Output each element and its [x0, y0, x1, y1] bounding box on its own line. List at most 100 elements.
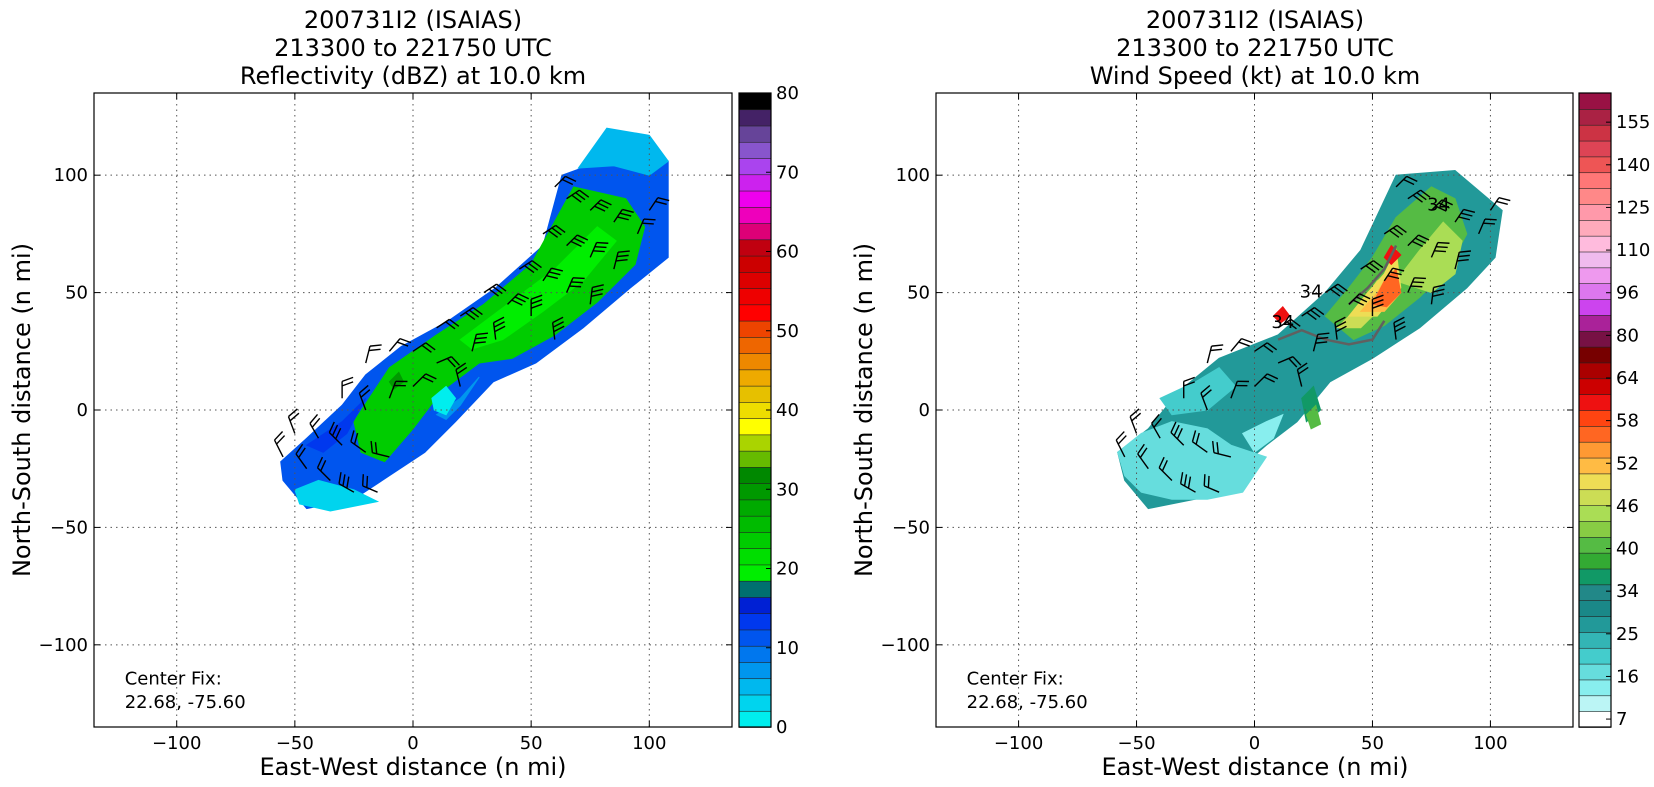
- wind-speed-colorbar-segment: [1578, 251, 1612, 269]
- reflectivity-wind-barb: [388, 380, 408, 399]
- wind-speed-wind-barb: [1296, 362, 1309, 387]
- wind-speed-x-tick-label: 100: [1473, 733, 1507, 754]
- reflectivity-colorbar-tick-label: 70: [776, 162, 799, 183]
- wind-speed-colorbar-segment: [1578, 393, 1612, 411]
- wind-speed-colorbar-segment: [1578, 282, 1612, 300]
- reflectivity-colorbar-segment: [738, 710, 772, 728]
- wind-speed-wind-barb: [1277, 356, 1302, 368]
- reflectivity-colorbar-tick-label: 30: [776, 479, 799, 500]
- wind-speed-y-tick-label: −100: [881, 635, 930, 656]
- wind-speed-colorbar-tick-label: 46: [1616, 496, 1639, 517]
- reflectivity-colorbar-segment: [738, 612, 772, 631]
- reflectivity-field-region: [294, 479, 380, 512]
- reflectivity-wind-barb: [365, 344, 382, 364]
- wind-speed-wind-barb: [1430, 284, 1446, 305]
- wind-speed-wind-barb: [1383, 224, 1407, 238]
- reflectivity-wind-barb: [341, 376, 354, 399]
- reflectivity-x-tick-label: −50: [276, 733, 314, 754]
- reflectivity-field-region: [431, 385, 457, 416]
- wind-speed-wind-barb: [1191, 430, 1208, 453]
- wind-speed-colorbar-segment: [1578, 314, 1612, 332]
- reflectivity-y-tick-label: −50: [50, 517, 88, 538]
- reflectivity-y-axis-label: North-South distance (n mi): [8, 243, 36, 577]
- wind-speed-colorbar-segment: [1578, 267, 1612, 285]
- wind-speed-wind-barb: [1151, 413, 1162, 439]
- wind-speed-wind-barb: [1137, 443, 1149, 470]
- reflectivity-colorbar-segment: [738, 677, 772, 696]
- wind-speed-y-ticks: −100 −50 0 50 100: [881, 165, 1573, 656]
- reflectivity-colorbar-segment: [738, 336, 772, 354]
- reflectivity-wind-barb: [554, 175, 577, 188]
- reflectivity-colorbar-segment: [738, 434, 772, 452]
- reflectivity-title-line-1: 200731I2 (ISAIAS): [304, 6, 522, 34]
- reflectivity-colorbar-segment: [738, 564, 772, 582]
- reflectivity-colorbar-segment: [738, 206, 772, 224]
- wind-speed-colorbar-segment: [1578, 425, 1612, 443]
- reflectivity-wind-barb: [530, 294, 543, 317]
- reflectivity-wind-barb: [338, 472, 355, 493]
- reflectivity-colorbar-segment: [738, 352, 772, 371]
- reflectivity-x-tick-label: −100: [152, 733, 201, 754]
- reflectivity-colorbar-tick-label: 0: [776, 717, 787, 738]
- wind-speed-title-line-1: 200731I2 (ISAIAS): [1146, 6, 1364, 34]
- wind-speed-colorbar-tick-label: 16: [1616, 666, 1639, 687]
- reflectivity-colorbar-segment: [738, 141, 772, 159]
- reflectivity-wind-barb: [459, 307, 483, 321]
- wind-speed-colorbar-segment: [1578, 409, 1612, 427]
- wind-speed-field-region: [1241, 413, 1284, 454]
- wind-speed-colorbar-segment: [1578, 92, 1612, 110]
- wind-speed-field-region: [1305, 404, 1322, 430]
- wind-speed-colorbar-segment: [1578, 568, 1612, 586]
- wind-speed-grid: [936, 93, 1573, 727]
- reflectivity-wind-barb: [471, 332, 489, 352]
- wind-speed-x-ticks: −100 −50 0 50 100: [994, 93, 1508, 754]
- wind-speed-colorbar-tick-label: 155: [1616, 112, 1650, 133]
- reflectivity-wind-barb: [613, 250, 630, 270]
- wind-speed-wind-barb: [1203, 474, 1220, 493]
- wind-speed-colorbar-tick-label: 40: [1616, 539, 1639, 560]
- reflectivity-colorbar-tick-label: 40: [776, 400, 799, 421]
- reflectivity-x-ticks: −100 −50 0 50 100: [152, 93, 666, 754]
- reflectivity-wind-barb: [328, 421, 343, 446]
- wind-speed-wind-barb: [1430, 241, 1450, 258]
- reflectivity-wind-barb: [483, 283, 507, 297]
- wind-speed-colorbar-segment: [1578, 346, 1612, 364]
- reflectivity-colorbar-tick-label: 60: [776, 242, 799, 263]
- wind-speed-field-region: [1117, 421, 1268, 500]
- wind-speed-wind-barb: [1200, 384, 1212, 411]
- wind-speed-wind-barb: [1407, 189, 1431, 203]
- reflectivity-colorbar-tick-label: 10: [776, 638, 799, 659]
- wind-speed-wind-barb: [1371, 294, 1384, 317]
- reflectivity-wind-barb: [565, 277, 585, 293]
- reflectivity-wind-barb: [566, 234, 589, 248]
- reflectivity-x-tick-label: 50: [520, 733, 543, 754]
- wind-speed-colorbar-tick-label: 96: [1616, 283, 1639, 304]
- reflectivity-field-region: [577, 127, 669, 176]
- reflectivity-colorbar-segment: [738, 515, 772, 533]
- wind-speed-colorbar-segment: [1578, 679, 1612, 697]
- reflectivity-wind-barb: [566, 189, 590, 203]
- reflectivity-colorbar-segment: [738, 531, 772, 549]
- reflectivity-x-tick-label: 100: [632, 733, 666, 754]
- wind-speed-wind-barb: [1158, 456, 1173, 481]
- wind-speed-colorbar-segment: [1578, 504, 1612, 522]
- reflectivity-wind-barb: [358, 384, 371, 411]
- reflectivity-colorbar-segment: [738, 239, 772, 257]
- wind-speed-wind-barb: [1312, 332, 1330, 352]
- wind-speed-colorbar-segment: [1578, 647, 1612, 665]
- reflectivity-colorbar-segment: [738, 320, 772, 338]
- reflectivity-wind-barb: [507, 293, 530, 306]
- wind-speed-y-axis-label: North-South distance (n mi): [850, 243, 878, 577]
- wind-speed-colorbar-tick-label: 25: [1616, 624, 1639, 645]
- reflectivity-wind-barb: [287, 408, 300, 434]
- wind-speed-wind-barb: [1489, 197, 1511, 211]
- wind-speed-x-tick-label: −100: [994, 733, 1043, 754]
- reflectivity-colorbar-segment: [738, 499, 772, 517]
- reflectivity-colorbar-segment: [738, 125, 772, 143]
- wind-speed-colorbar-segment: [1578, 441, 1612, 459]
- reflectivity-y-tick-label: 100: [54, 165, 88, 186]
- wind-speed-colorbar-segment: [1578, 124, 1612, 142]
- reflectivity-field-region: [305, 397, 367, 453]
- reflectivity-colorbar-tick-label: 80: [776, 83, 799, 104]
- reflectivity-title-line-2: 213300 to 221750 UTC: [274, 34, 552, 62]
